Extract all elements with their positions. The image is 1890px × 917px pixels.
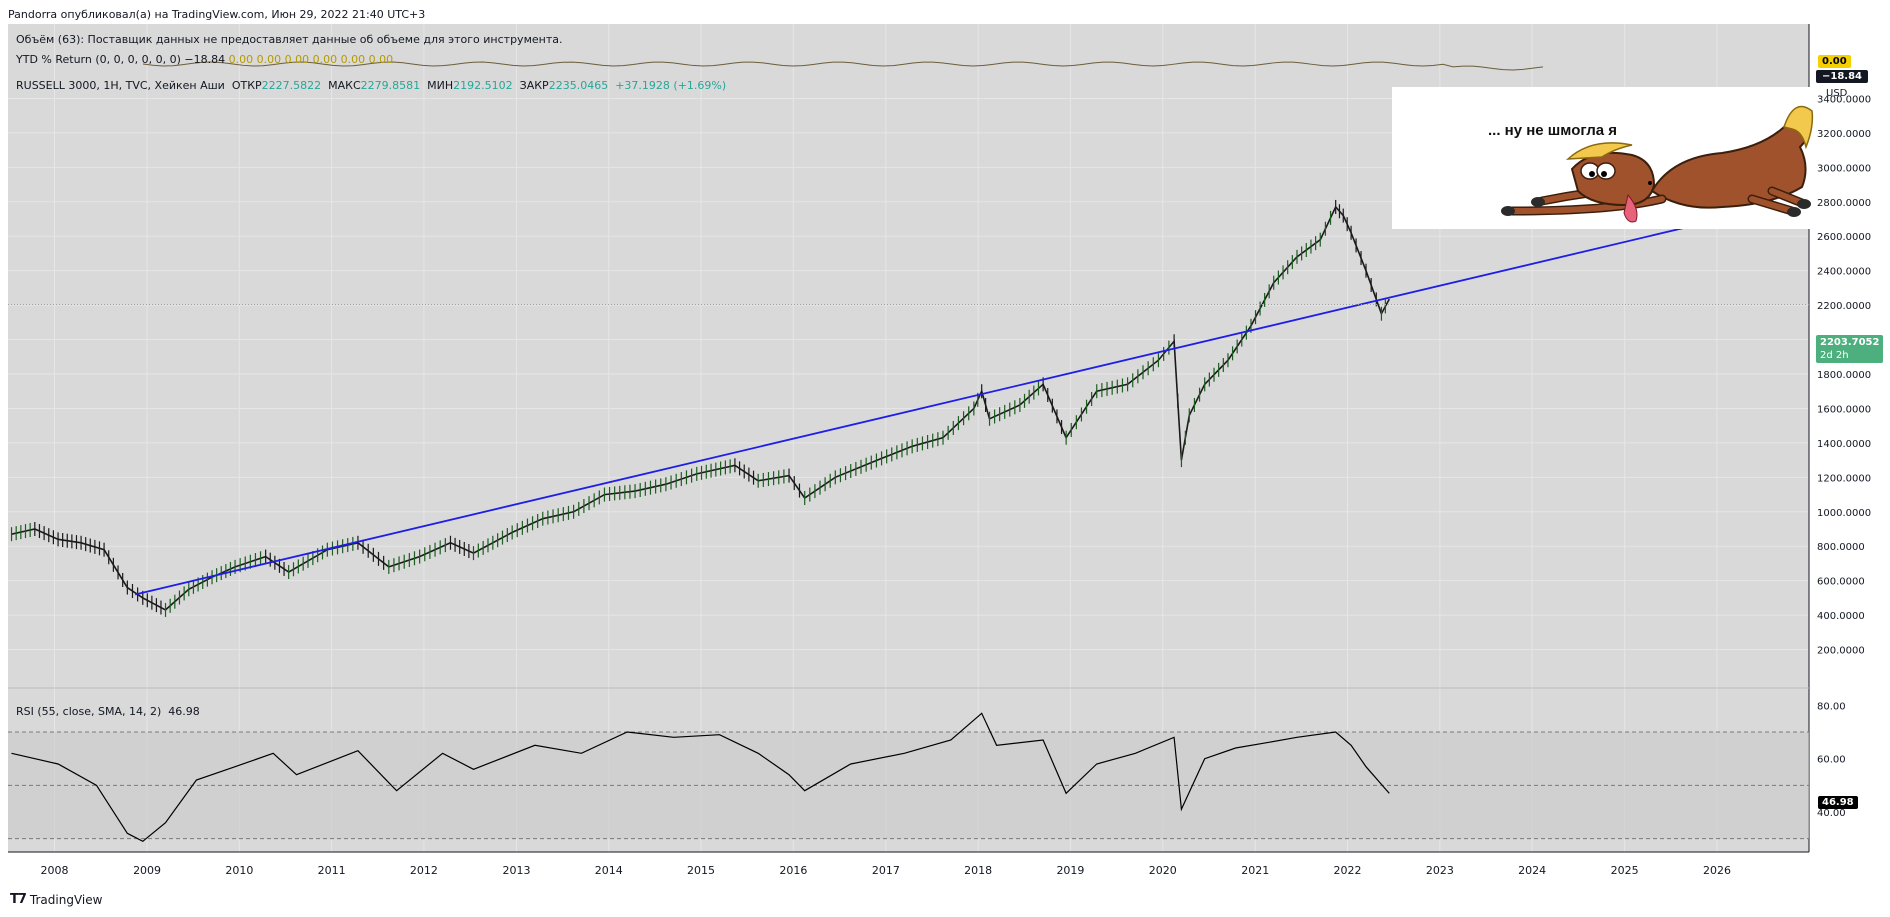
price-series-line (11, 205, 1391, 611)
low-value: 2192.5102 (453, 79, 513, 92)
symbol-legend[interactable]: RUSSELL 3000, 1H, TVC, Хейкен Аши ОТКР22… (16, 79, 726, 92)
y-tick-label: 400.0000 (1817, 611, 1865, 622)
ytd-legend[interactable]: YTD % Return (0, 0, 0, 0, 0, 0) −18.84 0… (16, 53, 393, 66)
ytd-legend-extra: 0.00 0.00 0.00 0.00 0.00 0.00 (228, 53, 394, 66)
price-badge: 2203.7052 2d 2h (1816, 335, 1884, 363)
open-label: ОТКР (231, 79, 262, 92)
x-tick-label: 2021 (1241, 864, 1269, 877)
tradingview-logo-icon: 𝗧𝟳 (10, 892, 27, 907)
ytd-zero-badge: 0.00 (1818, 55, 1851, 68)
horse-cartoon-icon: ... ну не шмогла я (1488, 105, 1814, 223)
rsi-legend[interactable]: RSI (55, close, SMA, 14, 2) 46.98 (16, 705, 200, 718)
x-tick-label: 2018 (964, 864, 992, 877)
x-tick-label: 2015 (687, 864, 715, 877)
x-tick-label: 2025 (1611, 864, 1639, 877)
close-value: 2235.0465 (548, 79, 609, 92)
ytd-legend-value: −18.84 (184, 53, 226, 66)
volume-legend: Объём (63): Поставщик данных не предоста… (16, 33, 563, 46)
rsi-legend-value: 46.98 (168, 705, 200, 718)
change-value: +37.1928 (+1.69%) (615, 79, 727, 92)
rsi-y-tick-label: 60.00 (1817, 755, 1846, 766)
y-tick-label: 1200.0000 (1817, 473, 1871, 484)
price-badge-timer: 2d 2h (1820, 350, 1849, 361)
x-tick-label: 2019 (1056, 864, 1084, 877)
publication-header: Pandorra опубликовал(а) на TradingView.c… (8, 8, 426, 21)
y-tick-label: 1000.0000 (1817, 508, 1871, 519)
y-tick-label: 2400.0000 (1817, 267, 1871, 278)
x-tick-label: 2016 (779, 864, 807, 877)
footer[interactable]: 𝗧𝟳 TradingView (10, 892, 102, 907)
y-tick-label: 800.0000 (1817, 542, 1865, 553)
currency-label: USD (1826, 88, 1848, 99)
ytd-indicator-line (142, 61, 1544, 71)
y-tick-label: 1800.0000 (1817, 370, 1871, 381)
y-tick-label: 3400.0000 (1817, 94, 1871, 105)
ytd-value-badge: −18.84 (1816, 70, 1869, 83)
y-tick-label: 3000.0000 (1817, 163, 1871, 174)
rsi-y-tick-label: 40.00 (1817, 808, 1846, 819)
rsi-legend-label: RSI (55, close, SMA, 14, 2) (16, 705, 162, 718)
x-tick-label: 2023 (1426, 864, 1454, 877)
rsi-line (11, 712, 1390, 843)
rsi-value-badge: 46.98 (1818, 796, 1858, 809)
annotation-image[interactable]: ... ну не шмогла я (1392, 87, 1816, 229)
rsi-y-tick-label: 80.00 (1817, 701, 1846, 712)
high-label: МАКС (328, 79, 361, 92)
y-tick-label: 2600.0000 (1817, 232, 1871, 243)
ytd-legend-label: YTD % Return (0, 0, 0, 0, 0, 0) (16, 53, 181, 66)
footer-brand: TradingView (29, 892, 103, 907)
symbol-name: RUSSELL 3000, 1H, TVC, Хейкен Аши (16, 79, 225, 92)
close-label: ЗАКР (519, 79, 549, 92)
x-tick-label: 2013 (502, 864, 530, 877)
x-tick-label: 2011 (318, 864, 346, 877)
rsi-band (8, 732, 1809, 839)
x-tick-label: 2020 (1149, 864, 1177, 877)
y-tick-label: 2200.0000 (1817, 301, 1871, 312)
trendline (134, 197, 1810, 596)
x-tick-label: 2024 (1518, 864, 1546, 877)
y-tick-label: 600.0000 (1817, 577, 1865, 588)
open-value: 2227.5822 (261, 79, 322, 92)
y-tick-label: 1400.0000 (1817, 439, 1871, 450)
low-label: МИН (427, 79, 454, 92)
y-tick-label: 3200.0000 (1817, 129, 1871, 140)
y-tick-label: 2800.0000 (1817, 198, 1871, 209)
y-tick-label: 200.0000 (1817, 646, 1865, 657)
high-value: 2279.8581 (360, 79, 421, 92)
y-tick-label: 1600.0000 (1817, 404, 1871, 415)
x-tick-label: 2012 (410, 864, 438, 877)
x-tick-label: 2010 (225, 864, 253, 877)
x-tick-label: 2017 (872, 864, 900, 877)
x-tick-label: 2026 (1703, 864, 1731, 877)
x-tick-label: 2022 (1334, 864, 1362, 877)
annotation-text: ... ну не шмогла я (1488, 122, 1617, 139)
chart-frame[interactable]: 2008 2009 2010 2011 2012 2013 2014 2015 2016 2017… (8, 24, 1884, 885)
x-tick-label: 2014 (595, 864, 623, 877)
x-tick-label: 2009 (133, 864, 161, 877)
x-tick-label: 2008 (41, 864, 69, 877)
price-badge-value: 2203.7052 (1820, 337, 1880, 348)
